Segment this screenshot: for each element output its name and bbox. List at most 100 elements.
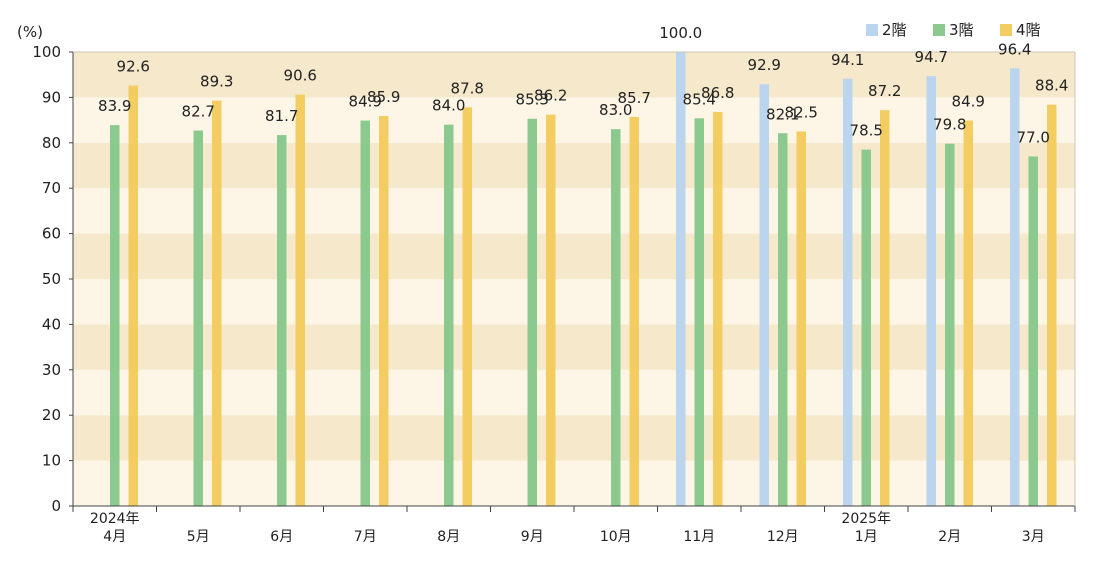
bar xyxy=(778,133,788,507)
bar xyxy=(880,110,890,506)
bar xyxy=(1047,104,1057,506)
background-band xyxy=(73,324,1075,370)
data-label: 83.0 xyxy=(599,101,632,119)
data-label: 84.0 xyxy=(432,97,465,115)
background-band xyxy=(73,97,1075,143)
x-category-label: 3月 xyxy=(1022,529,1045,545)
data-label: 81.7 xyxy=(265,107,298,125)
bar xyxy=(1028,156,1038,507)
bar xyxy=(277,135,287,506)
data-label: 85.4 xyxy=(683,90,716,108)
background-band xyxy=(73,415,1075,461)
x-category-label: 4月 xyxy=(103,529,126,545)
background-band xyxy=(73,279,1075,325)
bar xyxy=(611,129,621,506)
legend-label: 2階 xyxy=(882,21,907,39)
data-labels-layer: 100.0 92.9 94.1 94.7 96.4 83.9 82.7 81.7 84.9 84.… xyxy=(98,24,1068,146)
data-label: 100.0 xyxy=(659,24,702,42)
data-label: 78.5 xyxy=(850,122,883,140)
bar xyxy=(629,116,639,506)
bar xyxy=(546,114,556,506)
y-tick-label: 60 xyxy=(42,225,61,243)
bar xyxy=(1010,68,1020,507)
y-tick-label: 40 xyxy=(42,315,61,333)
legend-swatch xyxy=(866,24,878,36)
x-category-label: 11月 xyxy=(683,529,715,545)
x-category-label: 1月 xyxy=(855,529,878,545)
data-label: 92.6 xyxy=(117,58,150,76)
bar xyxy=(110,125,120,507)
x-category-label: 6月 xyxy=(270,529,293,545)
bar xyxy=(193,130,203,507)
data-label: 88.4 xyxy=(1035,77,1068,95)
bar xyxy=(128,85,138,506)
x-year-label: 2025年 xyxy=(841,511,891,527)
bar xyxy=(759,84,769,506)
y-tick-label: 80 xyxy=(42,134,61,152)
legend: 2階 3階 4階 xyxy=(866,21,1041,39)
background-band xyxy=(73,188,1075,234)
data-label: 85.7 xyxy=(618,89,651,107)
bar xyxy=(694,118,704,506)
data-label: 90.6 xyxy=(284,67,317,85)
axes-layer: 0 10 20 30 40 50 60 70 80 90 100 (%) 2024年 4月 5月 6月 7月 8月… xyxy=(17,23,1076,545)
legend-label: 4階 xyxy=(1016,21,1041,39)
data-label: 94.7 xyxy=(915,48,948,66)
data-label: 89.3 xyxy=(200,73,233,91)
bar xyxy=(462,107,472,506)
data-label: 84.9 xyxy=(349,93,382,111)
bar xyxy=(676,52,686,506)
x-category-label: 7月 xyxy=(354,529,377,545)
data-label: 82.7 xyxy=(182,103,215,121)
bar xyxy=(926,76,936,506)
bar xyxy=(843,78,853,506)
y-tick-label: 20 xyxy=(42,406,61,424)
data-label: 92.9 xyxy=(748,56,781,74)
legend-swatch xyxy=(933,24,945,36)
background-band xyxy=(73,233,1075,279)
data-label: 83.9 xyxy=(98,97,131,115)
x-category-label: 8月 xyxy=(437,529,460,545)
bar xyxy=(379,116,389,506)
data-label: 77.0 xyxy=(1017,128,1050,146)
data-label: 84.9 xyxy=(952,93,985,111)
background-band xyxy=(73,369,1075,416)
y-axis-label: (%) xyxy=(17,23,43,41)
data-label: 96.4 xyxy=(998,40,1031,58)
data-label: 87.2 xyxy=(868,82,901,100)
x-category-label: 9月 xyxy=(521,529,544,545)
x-category-label: 12月 xyxy=(767,529,799,545)
background-bands xyxy=(73,52,1075,506)
data-label: 85.9 xyxy=(367,88,400,106)
bar xyxy=(444,124,454,506)
data-label: 85.3 xyxy=(516,91,549,109)
data-label: 86.2 xyxy=(534,87,567,105)
bar xyxy=(796,131,806,506)
y-tick-label: 90 xyxy=(42,88,61,106)
x-year-label: 2024年 xyxy=(90,511,140,527)
y-tick-label: 50 xyxy=(42,270,61,288)
y-tick-label: 100 xyxy=(32,43,61,61)
data-label: 82.1 xyxy=(766,105,799,123)
background-band xyxy=(73,460,1075,506)
bar xyxy=(360,120,370,506)
bar xyxy=(527,118,537,506)
bar xyxy=(945,143,955,506)
y-tick-label: 30 xyxy=(42,361,61,379)
background-band xyxy=(73,142,1075,189)
bars-layer xyxy=(110,52,1057,507)
y-tick-label: 10 xyxy=(42,452,61,470)
bar xyxy=(713,111,723,506)
data-label: 82.5 xyxy=(785,103,818,121)
data-label: 87.8 xyxy=(451,79,484,97)
bar xyxy=(861,149,871,507)
background-band xyxy=(73,52,1075,98)
x-category-label: 10月 xyxy=(600,529,632,545)
data-label: 86.8 xyxy=(701,84,734,102)
data-label: 94.1 xyxy=(831,51,864,69)
y-tick-label: 0 xyxy=(51,497,61,515)
data-label: 79.8 xyxy=(933,116,966,134)
legend-label: 3階 xyxy=(949,21,974,39)
bar xyxy=(212,100,222,506)
